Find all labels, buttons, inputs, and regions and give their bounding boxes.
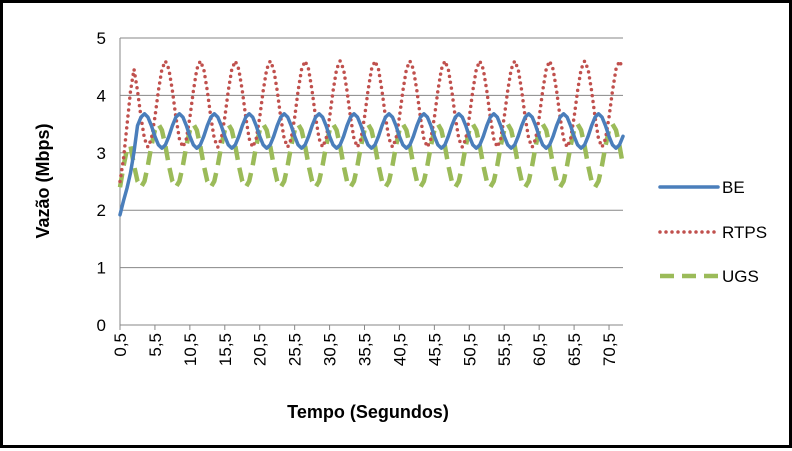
x-axis-title: Tempo (Segundos) <box>287 402 449 422</box>
x-tick-label: 55,5 <box>495 333 514 366</box>
series-lines <box>117 59 626 217</box>
legend-label-rtps: RTPS <box>722 223 767 242</box>
x-tick-label: 15,5 <box>216 333 235 366</box>
y-tick-labels: 0 1 2 3 4 5 <box>97 29 106 335</box>
x-tick-label: 70,5 <box>600 333 619 366</box>
x-tick-label: 40,5 <box>390 333 409 366</box>
x-tick-label: 60,5 <box>530 333 549 366</box>
y-tick-label: 5 <box>97 29 106 48</box>
series-line-be <box>118 112 625 217</box>
series-line-ugs <box>117 121 626 190</box>
series-line-rtps <box>118 59 625 184</box>
y-tick-label: 4 <box>97 86 106 105</box>
y-tick-label: 3 <box>97 144 106 163</box>
x-tick-label: 45,5 <box>425 333 444 366</box>
x-tick-labels: 0,5 5,5 10,5 15,5 20,5 25,5 30,5 35,5 40,5 45,5 50… <box>111 325 619 366</box>
x-tick-label: 0,5 <box>111 333 130 357</box>
x-tick-label: 20,5 <box>251 333 270 366</box>
y-axis-title: Vazão (Mbps) <box>33 123 53 238</box>
chart-canvas: 0 1 2 3 4 5 0,5 5,5 10,5 15,5 20,5 25,5 30,5 35,5 40,… <box>33 29 767 422</box>
x-tick-label: 50,5 <box>460 333 479 366</box>
y-tick-label: 0 <box>97 316 106 335</box>
grid-lines <box>120 37 623 269</box>
x-tick-label: 65,5 <box>565 333 584 366</box>
legend: BE RTPS UGS <box>658 178 767 286</box>
legend-label-ugs: UGS <box>722 267 759 286</box>
x-tick-label: 5,5 <box>146 333 165 357</box>
x-tick-label: 10,5 <box>181 333 200 366</box>
x-tick-label: 30,5 <box>321 333 340 366</box>
x-tick-label: 35,5 <box>356 333 375 366</box>
y-tick-label: 1 <box>97 259 106 278</box>
y-tick-label: 2 <box>97 201 106 220</box>
legend-label-be: BE <box>722 178 745 197</box>
x-tick-label: 25,5 <box>286 333 305 366</box>
